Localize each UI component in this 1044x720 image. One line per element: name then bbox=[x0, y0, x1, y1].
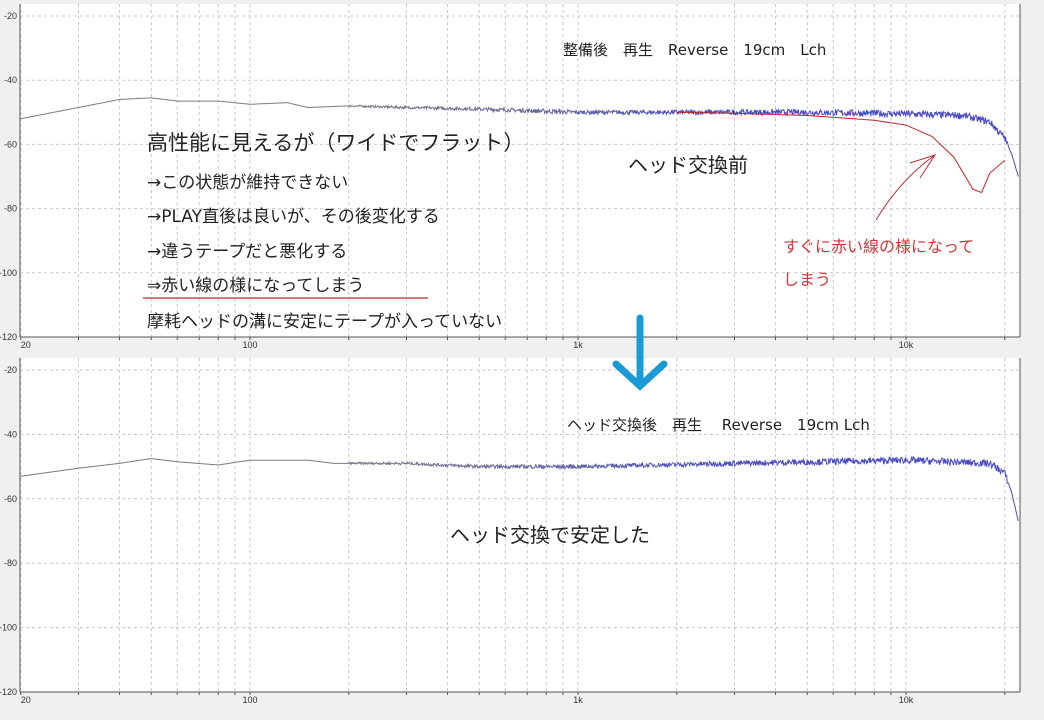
response-curve bbox=[20, 97, 1019, 177]
x-tick-label: 100 bbox=[242, 340, 257, 350]
y-tick-label: -80 bbox=[4, 558, 17, 568]
chart-label: ヘッド交換前 bbox=[628, 153, 748, 177]
note-line: 高性能に見えるが（ワイドでフラット） bbox=[147, 131, 524, 155]
red-arrow bbox=[875, 154, 937, 221]
x-tick-label: 20 bbox=[21, 340, 31, 350]
x-tick-label: 100 bbox=[242, 695, 257, 705]
red-note: しまう bbox=[783, 270, 831, 289]
down-arrow-icon bbox=[612, 314, 668, 391]
chart-before: -20 -40 -60 -80 -100 -120 20 100 1k 10k bbox=[0, 4, 1021, 350]
x-tick-label: 1k bbox=[573, 340, 583, 350]
x-tick-label: 10k bbox=[899, 695, 914, 705]
response-curve bbox=[20, 455, 1019, 522]
y-tick-label: -120 bbox=[0, 332, 17, 342]
chart-title: 整備後 再生 Reverse 19cm Lch bbox=[563, 41, 826, 59]
red-note: すぐに赤い線の様になって bbox=[783, 237, 974, 256]
y-tick-label: -60 bbox=[4, 139, 17, 149]
note-line: →違うテープだと悪化する bbox=[147, 242, 347, 262]
plot-area bbox=[20, 4, 1020, 337]
y-tick-label: -20 bbox=[4, 365, 17, 375]
x-tick-label: 10k bbox=[899, 340, 914, 350]
y-tick-label: -20 bbox=[4, 11, 17, 21]
y-tick-label: -40 bbox=[4, 75, 17, 85]
y-tick-label: -40 bbox=[4, 429, 17, 439]
y-tick-label: -120 bbox=[0, 687, 17, 697]
y-tick-label: -100 bbox=[0, 623, 17, 633]
chart-after: -20 -40 -60 -80 -100 -120 20 100 1k 10k bbox=[0, 358, 1021, 705]
y-tick-label: -80 bbox=[4, 204, 17, 214]
note-line: →PLAY直後は良いが、その後変化する bbox=[147, 207, 440, 227]
note-line: 摩耗ヘッドの溝に安定にテープが入っていない bbox=[147, 312, 502, 332]
red-degraded-curve bbox=[676, 111, 1006, 194]
note-line: ⇒赤い線の様になってしまう bbox=[147, 276, 364, 296]
x-tick-label: 1k bbox=[573, 695, 583, 705]
plot-area bbox=[20, 358, 1020, 692]
y-tick-label: -60 bbox=[4, 494, 17, 504]
chart-title: ヘッド交換後 再生 Reverse 19cm Lch bbox=[567, 416, 870, 434]
x-tick-label: 20 bbox=[21, 695, 31, 705]
chart-label: ヘッド交換で安定した bbox=[450, 523, 650, 547]
note-line: →この状態が維持できない bbox=[147, 173, 348, 193]
y-tick-label: -100 bbox=[0, 268, 17, 278]
